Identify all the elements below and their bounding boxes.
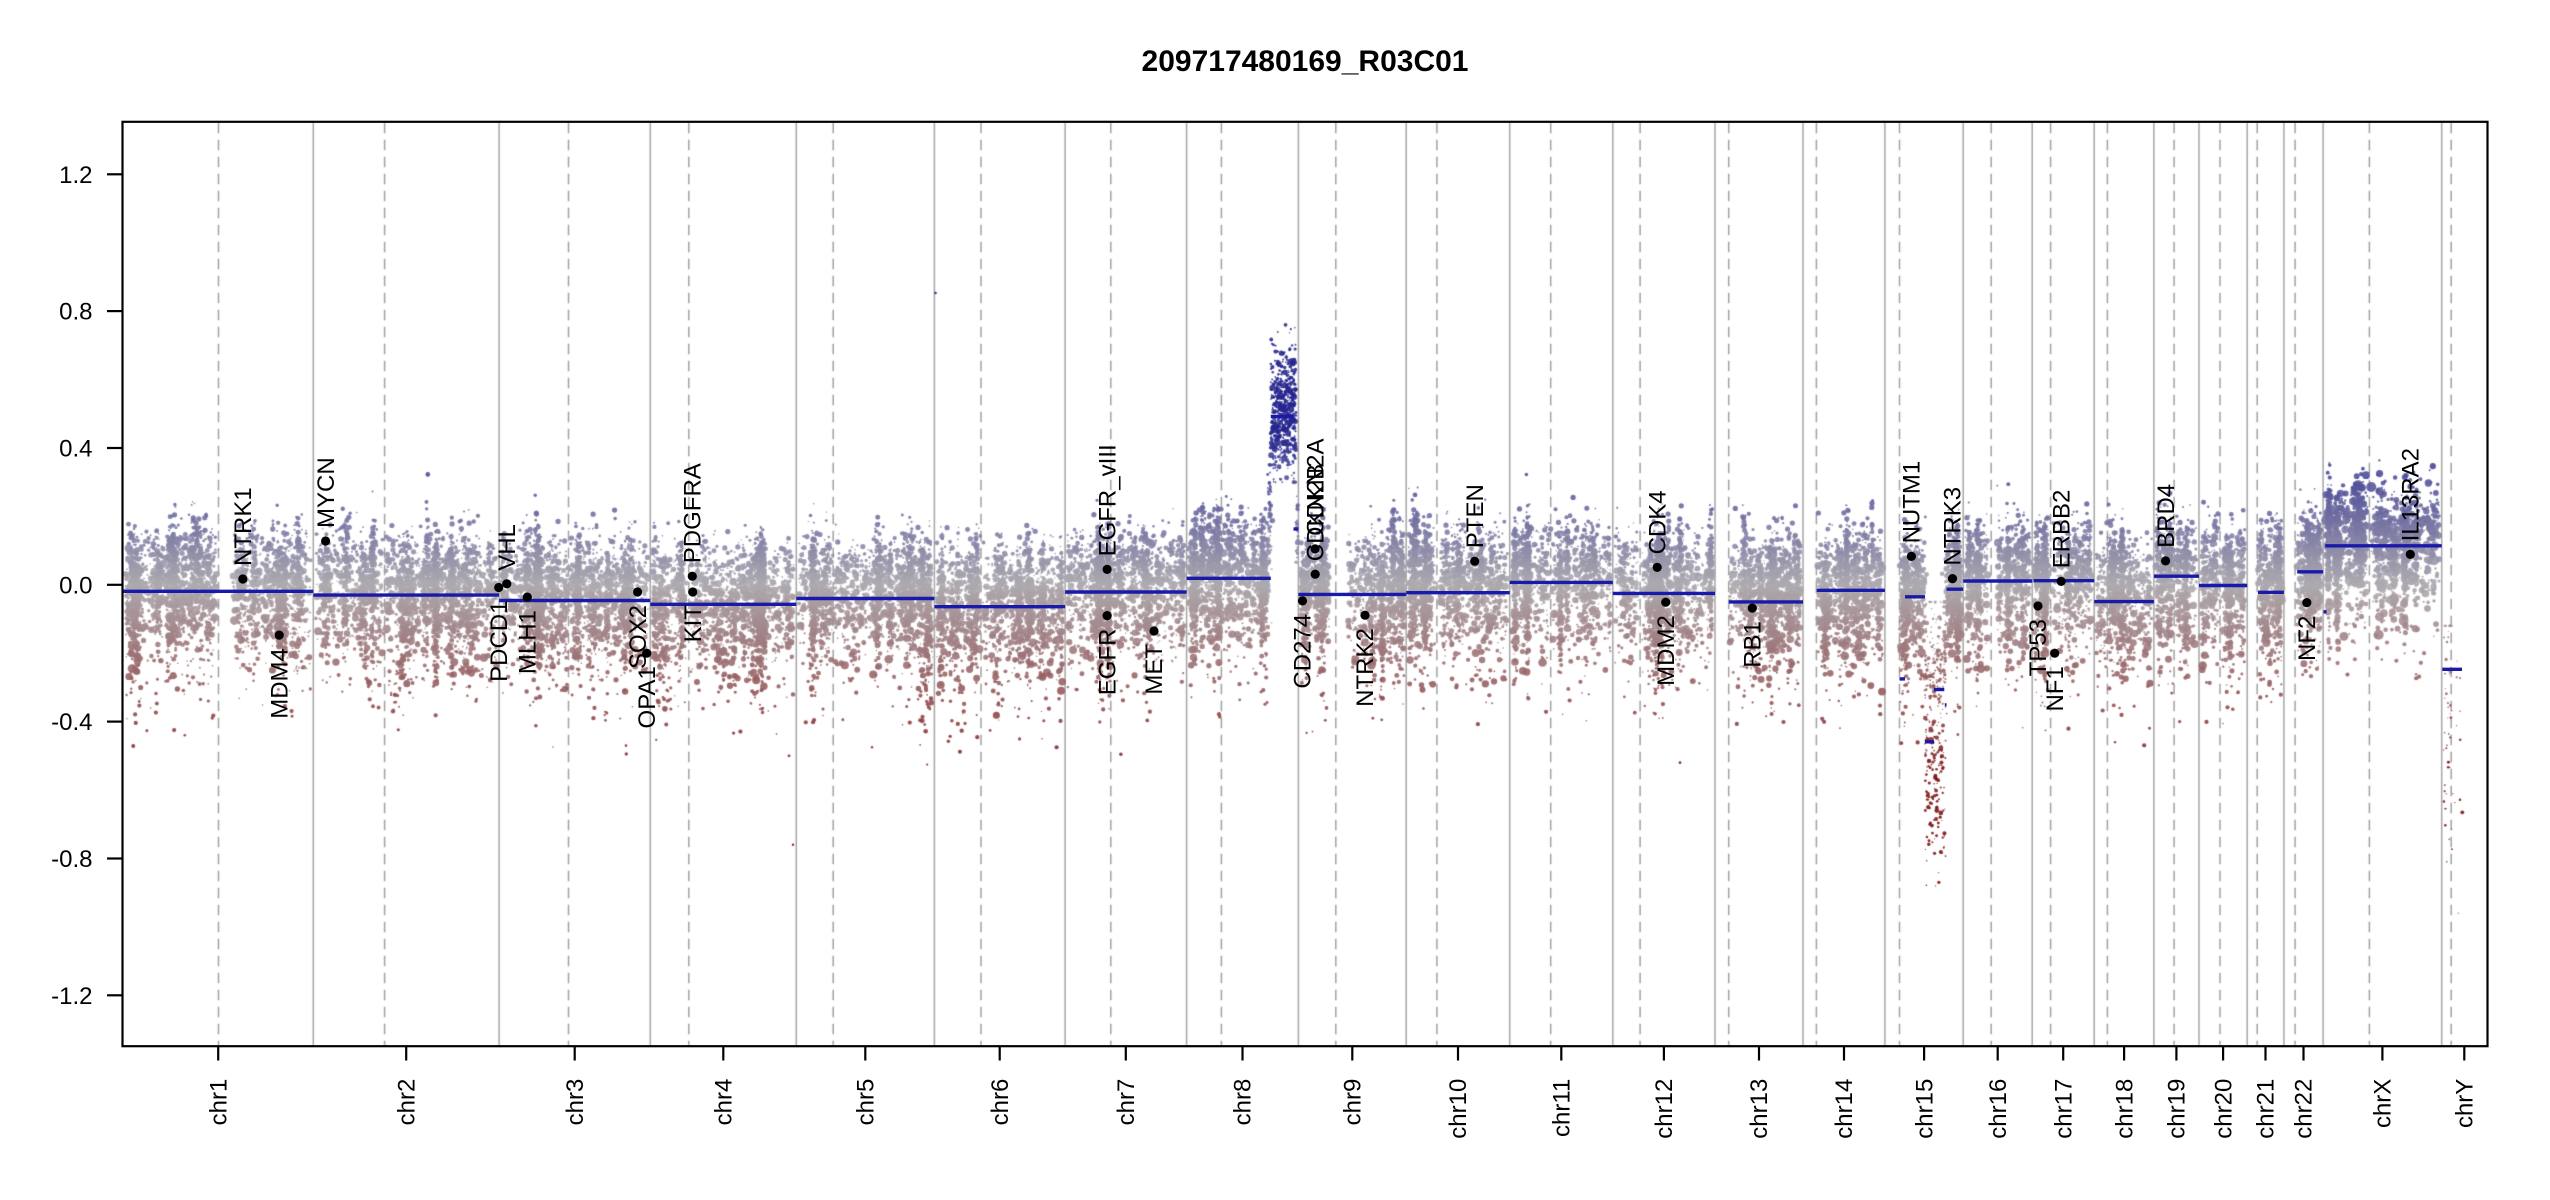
svg-text:chr17: chr17: [2050, 1079, 2077, 1139]
svg-text:CDK4: CDK4: [1644, 490, 1671, 554]
svg-text:NF2: NF2: [2294, 616, 2321, 661]
svg-text:VHL: VHL: [494, 524, 521, 571]
svg-text:CDKN2B: CDKN2B: [1302, 464, 1329, 561]
svg-text:-0.4: -0.4: [51, 709, 92, 736]
svg-text:MDM4: MDM4: [266, 648, 293, 719]
svg-text:chrY: chrY: [2452, 1079, 2479, 1128]
svg-text:209717480169_R03C01: 209717480169_R03C01: [1142, 45, 1469, 78]
svg-text:chr21: chr21: [2253, 1079, 2280, 1139]
svg-text:PDCD1: PDCD1: [486, 601, 513, 682]
svg-text:EGFR: EGFR: [1094, 629, 1121, 696]
svg-text:OPA1: OPA1: [634, 666, 661, 728]
svg-text:NTRK1: NTRK1: [230, 487, 257, 566]
svg-text:1.2: 1.2: [59, 162, 92, 189]
svg-text:ERBB2: ERBB2: [2048, 490, 2075, 569]
svg-text:KIT: KIT: [680, 605, 707, 643]
svg-text:BRD4: BRD4: [2153, 484, 2180, 548]
svg-text:chr5: chr5: [853, 1079, 880, 1126]
svg-text:MDM2: MDM2: [1653, 615, 1680, 686]
svg-text:MLH1: MLH1: [515, 610, 542, 674]
svg-text:chr3: chr3: [562, 1079, 589, 1126]
svg-text:chr20: chr20: [2210, 1079, 2237, 1139]
svg-text:chr11: chr11: [1549, 1079, 1576, 1137]
svg-text:chrX: chrX: [2370, 1079, 2397, 1128]
svg-text:MET: MET: [1141, 644, 1168, 695]
svg-text:chr1: chr1: [205, 1079, 232, 1126]
svg-text:PDGFRA: PDGFRA: [680, 463, 707, 563]
svg-text:RB1: RB1: [1740, 621, 1767, 668]
svg-text:chr14: chr14: [1831, 1079, 1858, 1139]
svg-text:chr13: chr13: [1746, 1079, 1773, 1139]
svg-text:-1.2: -1.2: [51, 983, 92, 1010]
svg-text:MYCN: MYCN: [313, 457, 340, 528]
svg-text:0.8: 0.8: [59, 299, 92, 326]
svg-text:SOX2: SOX2: [625, 605, 652, 669]
svg-text:IL13RA2: IL13RA2: [2398, 448, 2425, 541]
svg-text:chr19: chr19: [2164, 1079, 2191, 1139]
svg-text:chr6: chr6: [987, 1079, 1014, 1126]
svg-text:chr9: chr9: [1340, 1079, 1367, 1126]
svg-text:chr4: chr4: [711, 1079, 738, 1126]
svg-text:chr16: chr16: [1985, 1079, 2012, 1139]
svg-text:NUTM1: NUTM1: [1899, 461, 1926, 544]
svg-text:0.4: 0.4: [59, 436, 92, 463]
svg-text:CD274: CD274: [1290, 614, 1317, 689]
svg-text:chr15: chr15: [1911, 1079, 1938, 1139]
svg-text:chr18: chr18: [2111, 1079, 2138, 1139]
svg-text:NTRK3: NTRK3: [1940, 487, 1967, 566]
svg-text:chr12: chr12: [1651, 1079, 1678, 1139]
svg-text:PTEN: PTEN: [1462, 484, 1489, 548]
svg-text:NTRK2: NTRK2: [1352, 628, 1379, 707]
svg-text:chr2: chr2: [393, 1079, 420, 1126]
svg-text:chr22: chr22: [2291, 1079, 2318, 1139]
svg-text:CDKN2A: CDKN2A: [1302, 439, 1329, 536]
svg-text:EGFR_vIII: EGFR_vIII: [1094, 444, 1121, 556]
svg-text:TP53: TP53: [2025, 619, 2052, 676]
svg-text:-0.8: -0.8: [51, 846, 92, 873]
svg-text:NF1: NF1: [2042, 666, 2069, 711]
svg-text:chr8: chr8: [1230, 1079, 1257, 1126]
svg-text:chr7: chr7: [1113, 1079, 1140, 1126]
svg-text:chr10: chr10: [1445, 1079, 1472, 1139]
svg-text:0.0: 0.0: [59, 572, 92, 599]
